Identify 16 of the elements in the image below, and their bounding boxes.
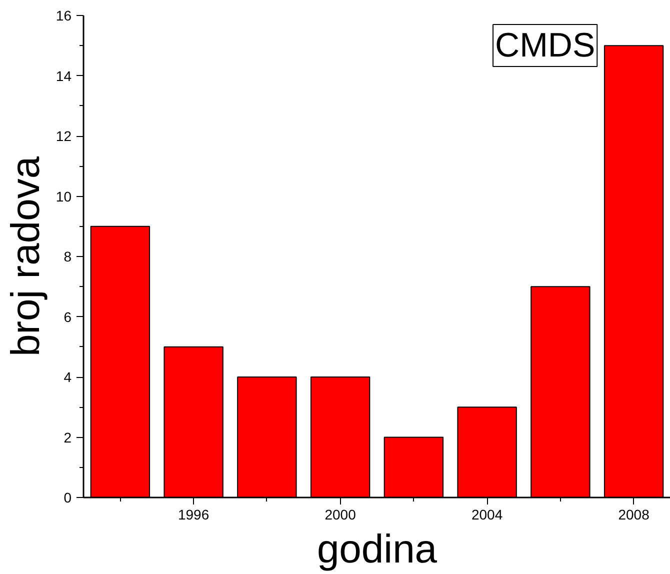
x-axis-title: godina xyxy=(316,528,438,572)
y-tick-label: 16 xyxy=(56,8,72,24)
y-tick-label: 8 xyxy=(64,248,72,264)
y-axis-title: broj radova xyxy=(4,156,48,357)
y-tick-label: 10 xyxy=(56,188,72,204)
y-tick-label: 6 xyxy=(64,308,72,325)
x-tick-label: 1996 xyxy=(178,506,210,522)
y-tick-label: 12 xyxy=(56,128,72,144)
x-tick-label: 2000 xyxy=(324,506,356,522)
y-tick-label: 2 xyxy=(64,429,72,446)
y-tick-label: 14 xyxy=(56,68,72,84)
x-tick-label: 2004 xyxy=(471,506,503,522)
x-tick-label: 2008 xyxy=(618,506,650,522)
y-tick-label: 4 xyxy=(64,369,72,385)
annotation: CMDS xyxy=(495,26,596,65)
y-tick-label: 0 xyxy=(64,490,72,506)
